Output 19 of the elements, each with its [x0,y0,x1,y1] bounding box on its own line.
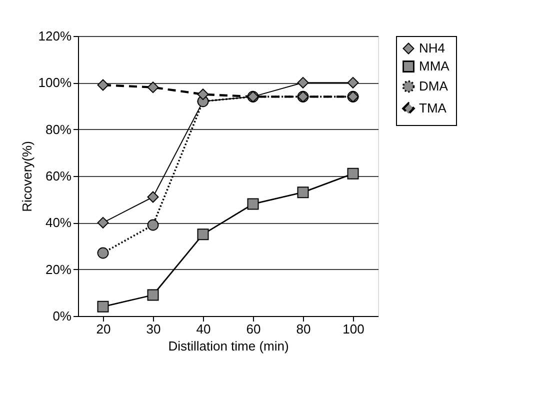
x-axis-title: Distillation time (min) [168,338,289,354]
x-tick-label: 60 [246,322,261,336]
y-tick-label: 120% [38,28,72,44]
y-axis-title: Ricovery(%) [19,141,34,212]
legend-label: DMA [419,78,448,94]
legend-label: NH4 [419,40,446,56]
x-tick-label: 80 [296,322,311,336]
y-tick-label: 80% [45,122,72,137]
y-tick-label: 0% [52,308,72,324]
x-tick-label: 100 [342,322,364,336]
y-tick-label: 20% [45,262,72,277]
x-tick-label: 30 [146,322,161,336]
x-tick-label: 40 [196,322,211,336]
x-tick-label: 20 [96,322,111,336]
legend-label: MMA [419,58,450,74]
y-tick-label: 40% [45,215,72,230]
legend-label: TMA [419,100,447,116]
y-tick-label: 60% [45,168,72,184]
y-tick-label: 100% [38,75,72,90]
